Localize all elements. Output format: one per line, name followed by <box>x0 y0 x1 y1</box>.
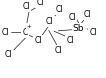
Text: Sb: Sb <box>73 24 84 33</box>
Text: Cl: Cl <box>5 50 12 59</box>
Text: +: + <box>27 24 31 29</box>
Text: Cl: Cl <box>34 36 42 45</box>
Text: Cl: Cl <box>2 28 9 37</box>
Text: Cl: Cl <box>23 2 30 11</box>
Text: Cl: Cl <box>37 0 44 7</box>
Text: Cl: Cl <box>46 17 54 26</box>
Text: Cl: Cl <box>66 36 74 45</box>
Text: Cl: Cl <box>83 10 91 19</box>
Text: Cl: Cl <box>56 5 63 14</box>
Text: Cl: Cl <box>68 13 76 22</box>
Text: C: C <box>22 28 28 37</box>
Text: Cl: Cl <box>55 46 62 55</box>
Text: Cl: Cl <box>90 28 97 37</box>
